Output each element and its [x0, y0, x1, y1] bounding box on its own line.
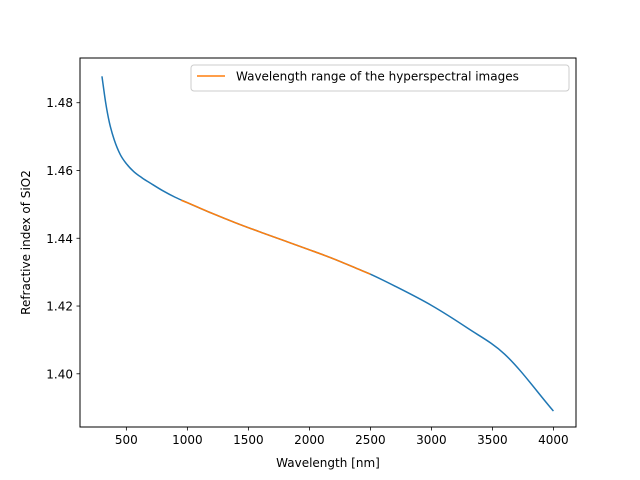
legend: Wavelength range of the hyperspectral im…	[190, 64, 570, 92]
x-tick-label: 500	[115, 433, 138, 447]
x-tick-label: 2000	[294, 433, 325, 447]
x-tick-label: 4000	[538, 433, 569, 447]
legend-label: Wavelength range of the hyperspectral im…	[236, 70, 519, 84]
plot-area	[101, 76, 554, 412]
y-tick-label: 1.46	[46, 164, 73, 178]
y-axis-label: Refractive index of SiO2	[19, 170, 33, 315]
x-tick-label: 1000	[172, 433, 203, 447]
x-tick-label: 3500	[477, 433, 508, 447]
y-axis: 1.40 1.42 1.44 1.46 1.48	[46, 96, 80, 381]
x-axis: 500 1000 1500 2000 2500 3000 3500 4000	[115, 427, 569, 447]
y-tick-label: 1.40	[46, 367, 73, 381]
x-tick-label: 1500	[233, 433, 264, 447]
axes-frame	[79, 57, 577, 428]
x-tick-label: 2500	[355, 433, 386, 447]
x-axis-label: Wavelength [nm]	[276, 456, 380, 470]
y-tick-label: 1.44	[46, 232, 73, 246]
series-line-orange	[180, 199, 371, 275]
x-tick-label: 3000	[416, 433, 447, 447]
legend-box	[190, 64, 570, 92]
y-tick-label: 1.42	[46, 300, 73, 314]
y-tick-label: 1.48	[46, 96, 73, 110]
